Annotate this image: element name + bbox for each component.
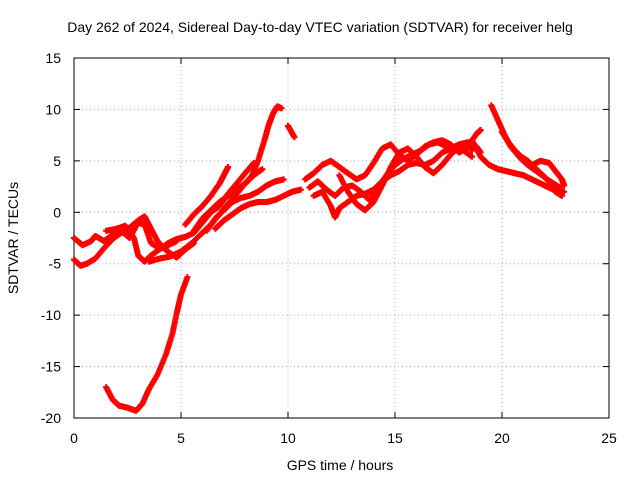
- series-arc-14: [336, 139, 476, 214]
- x-axis-ticks: 0 5 10 15 20 25: [70, 58, 617, 446]
- series-arc-18: [520, 157, 568, 189]
- series-arc-9: [103, 274, 191, 414]
- y-tick-label: 5: [53, 153, 61, 169]
- data-point-marker: [297, 186, 304, 193]
- data-point-marker: [278, 105, 285, 112]
- y-tick-label: -10: [41, 307, 61, 323]
- series-arc-8: [182, 164, 232, 228]
- y-axis-label: SDTVAR / TECUs: [5, 182, 21, 294]
- data-point-marker: [184, 274, 191, 281]
- y-tick-label: -15: [41, 359, 61, 375]
- data-points: [71, 102, 568, 414]
- series-arc-10: [285, 122, 298, 141]
- x-tick-label: 10: [280, 430, 296, 446]
- series-arc-5: [190, 166, 266, 234]
- data-point-marker: [469, 147, 476, 154]
- series-arc-7: [212, 186, 304, 232]
- x-axis-label: GPS time / hours: [287, 457, 394, 473]
- data-point-marker: [561, 188, 568, 195]
- y-tick-label: 0: [53, 204, 61, 220]
- data-point-marker: [561, 182, 568, 189]
- x-tick-label: 25: [601, 430, 617, 446]
- x-tick-label: 20: [494, 430, 510, 446]
- x-tick-label: 0: [70, 430, 78, 446]
- x-tick-label: 5: [177, 430, 185, 446]
- chart-title: Day 262 of 2024, Sidereal Day-to-day VTE…: [67, 19, 573, 35]
- data-point-marker: [469, 153, 476, 160]
- y-tick-label: 10: [45, 101, 61, 117]
- y-tick-label: -20: [41, 410, 61, 426]
- series-arc-6: [203, 176, 287, 234]
- data-point-marker: [477, 127, 484, 133]
- series-arc-17: [469, 137, 568, 195]
- y-tick-label: 15: [45, 50, 61, 66]
- data-point-marker: [259, 166, 266, 173]
- data-point-marker: [291, 134, 298, 141]
- y-tick-label: -5: [49, 256, 62, 272]
- y-axis-ticks: -20 -15 -10 -5 0 5 10 15: [41, 50, 609, 426]
- data-point-marker: [225, 164, 232, 171]
- x-tick-label: 15: [387, 430, 403, 446]
- data-point-marker: [280, 176, 287, 183]
- series-arc-4: [145, 103, 285, 265]
